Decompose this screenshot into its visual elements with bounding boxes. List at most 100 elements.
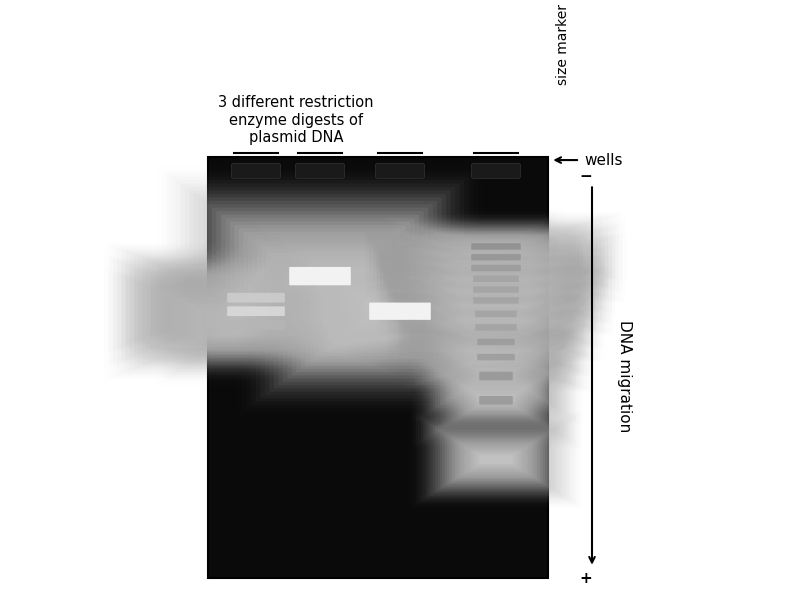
FancyBboxPatch shape	[406, 234, 586, 280]
FancyBboxPatch shape	[452, 379, 540, 422]
FancyBboxPatch shape	[479, 371, 513, 380]
FancyBboxPatch shape	[419, 258, 573, 300]
FancyBboxPatch shape	[168, 268, 344, 327]
FancyBboxPatch shape	[151, 288, 362, 361]
FancyBboxPatch shape	[462, 385, 530, 416]
FancyBboxPatch shape	[449, 258, 543, 278]
FancyBboxPatch shape	[456, 304, 536, 324]
FancyBboxPatch shape	[440, 347, 552, 405]
FancyBboxPatch shape	[420, 238, 572, 276]
FancyBboxPatch shape	[447, 352, 545, 400]
FancyBboxPatch shape	[319, 266, 481, 356]
FancyBboxPatch shape	[202, 309, 310, 340]
FancyBboxPatch shape	[477, 353, 516, 361]
FancyBboxPatch shape	[279, 260, 361, 293]
FancyBboxPatch shape	[197, 307, 315, 342]
FancyBboxPatch shape	[454, 316, 538, 339]
FancyBboxPatch shape	[168, 295, 344, 354]
FancyBboxPatch shape	[172, 297, 340, 353]
FancyBboxPatch shape	[445, 350, 547, 402]
FancyBboxPatch shape	[464, 362, 528, 390]
FancyBboxPatch shape	[420, 249, 572, 287]
FancyBboxPatch shape	[435, 344, 557, 408]
FancyBboxPatch shape	[193, 292, 319, 331]
FancyBboxPatch shape	[355, 292, 445, 330]
FancyBboxPatch shape	[447, 376, 545, 425]
FancyBboxPatch shape	[202, 282, 310, 313]
FancyBboxPatch shape	[474, 297, 519, 304]
FancyBboxPatch shape	[194, 194, 446, 358]
FancyBboxPatch shape	[436, 322, 556, 362]
FancyBboxPatch shape	[346, 286, 454, 337]
FancyBboxPatch shape	[222, 304, 290, 319]
FancyBboxPatch shape	[197, 294, 315, 329]
FancyBboxPatch shape	[413, 266, 579, 313]
FancyBboxPatch shape	[456, 317, 536, 338]
FancyBboxPatch shape	[474, 452, 518, 467]
FancyBboxPatch shape	[172, 270, 340, 326]
FancyBboxPatch shape	[462, 444, 530, 475]
FancyBboxPatch shape	[212, 208, 428, 344]
FancyBboxPatch shape	[475, 311, 517, 317]
FancyBboxPatch shape	[248, 235, 392, 317]
FancyBboxPatch shape	[419, 280, 573, 322]
FancyBboxPatch shape	[409, 235, 582, 280]
FancyBboxPatch shape	[466, 295, 526, 307]
FancyBboxPatch shape	[438, 244, 554, 271]
FancyBboxPatch shape	[458, 331, 534, 353]
FancyBboxPatch shape	[450, 343, 542, 371]
FancyBboxPatch shape	[470, 253, 522, 261]
FancyBboxPatch shape	[452, 344, 540, 371]
FancyBboxPatch shape	[454, 344, 538, 370]
FancyBboxPatch shape	[427, 241, 565, 274]
FancyBboxPatch shape	[462, 293, 530, 307]
FancyBboxPatch shape	[426, 293, 566, 335]
FancyBboxPatch shape	[466, 307, 526, 321]
FancyBboxPatch shape	[265, 227, 535, 395]
FancyBboxPatch shape	[189, 277, 323, 319]
FancyBboxPatch shape	[364, 299, 436, 323]
FancyBboxPatch shape	[134, 281, 378, 368]
FancyBboxPatch shape	[425, 317, 567, 366]
FancyBboxPatch shape	[472, 275, 520, 283]
FancyBboxPatch shape	[413, 226, 579, 268]
FancyBboxPatch shape	[420, 227, 572, 265]
FancyBboxPatch shape	[474, 286, 519, 293]
FancyBboxPatch shape	[446, 277, 546, 302]
FancyBboxPatch shape	[406, 245, 586, 291]
FancyBboxPatch shape	[218, 302, 294, 320]
FancyBboxPatch shape	[416, 248, 576, 288]
FancyBboxPatch shape	[234, 225, 406, 327]
FancyBboxPatch shape	[430, 242, 562, 273]
FancyBboxPatch shape	[466, 334, 526, 350]
FancyBboxPatch shape	[435, 296, 557, 332]
FancyBboxPatch shape	[456, 291, 536, 310]
FancyBboxPatch shape	[287, 244, 513, 379]
FancyBboxPatch shape	[438, 429, 554, 490]
FancyBboxPatch shape	[184, 275, 328, 320]
FancyBboxPatch shape	[163, 280, 349, 343]
FancyBboxPatch shape	[462, 319, 530, 335]
FancyBboxPatch shape	[453, 290, 539, 311]
FancyBboxPatch shape	[442, 276, 550, 303]
FancyBboxPatch shape	[218, 289, 294, 307]
FancyBboxPatch shape	[440, 371, 552, 430]
FancyBboxPatch shape	[463, 241, 529, 253]
FancyBboxPatch shape	[471, 309, 521, 319]
FancyBboxPatch shape	[458, 346, 534, 368]
FancyBboxPatch shape	[410, 254, 582, 303]
FancyBboxPatch shape	[424, 229, 568, 264]
FancyBboxPatch shape	[436, 274, 556, 305]
FancyBboxPatch shape	[422, 332, 570, 382]
FancyBboxPatch shape	[436, 263, 556, 295]
FancyBboxPatch shape	[406, 264, 586, 315]
FancyBboxPatch shape	[406, 223, 586, 269]
FancyBboxPatch shape	[410, 265, 582, 314]
FancyBboxPatch shape	[435, 368, 557, 433]
FancyBboxPatch shape	[406, 275, 586, 326]
FancyBboxPatch shape	[453, 280, 539, 300]
FancyBboxPatch shape	[426, 281, 566, 319]
FancyBboxPatch shape	[456, 238, 536, 254]
FancyBboxPatch shape	[184, 289, 328, 334]
FancyBboxPatch shape	[424, 250, 568, 286]
